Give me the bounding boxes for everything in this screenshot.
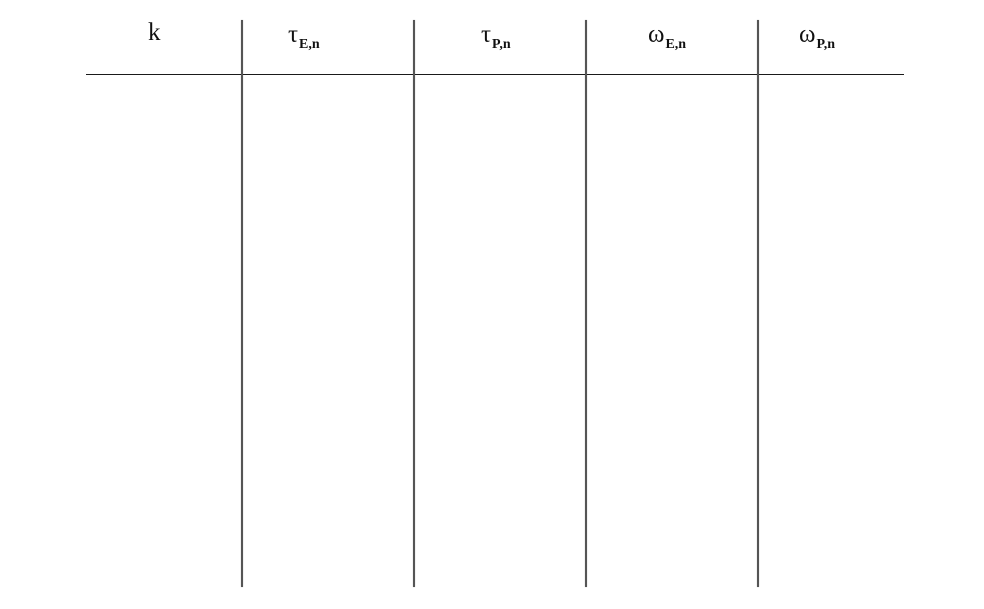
column-header-subscript: E,n bbox=[665, 37, 687, 52]
column-header-symbol: k bbox=[148, 19, 161, 46]
column-divider bbox=[585, 20, 587, 587]
column-header-subscript: P,n bbox=[816, 37, 836, 52]
column-header-tau-e: τE,n bbox=[288, 18, 320, 52]
column-divider bbox=[757, 20, 759, 587]
column-divider bbox=[241, 20, 243, 587]
column-header-symbol: ω bbox=[799, 21, 816, 48]
column-header-symbol: τ bbox=[288, 21, 299, 48]
column-header-subscript: P,n bbox=[492, 37, 511, 52]
column-header-omega-p: ωP,n bbox=[799, 18, 835, 52]
column-header-tau-p: τP,n bbox=[481, 18, 511, 52]
column-header-symbol: τ bbox=[481, 21, 492, 48]
column-header-omega-e: ωE,n bbox=[648, 18, 686, 52]
column-divider bbox=[413, 20, 415, 587]
column-header-subscript: E,n bbox=[299, 37, 320, 52]
column-header-k: k bbox=[148, 16, 161, 50]
column-header-symbol: ω bbox=[648, 21, 665, 48]
header-rule bbox=[86, 74, 904, 75]
